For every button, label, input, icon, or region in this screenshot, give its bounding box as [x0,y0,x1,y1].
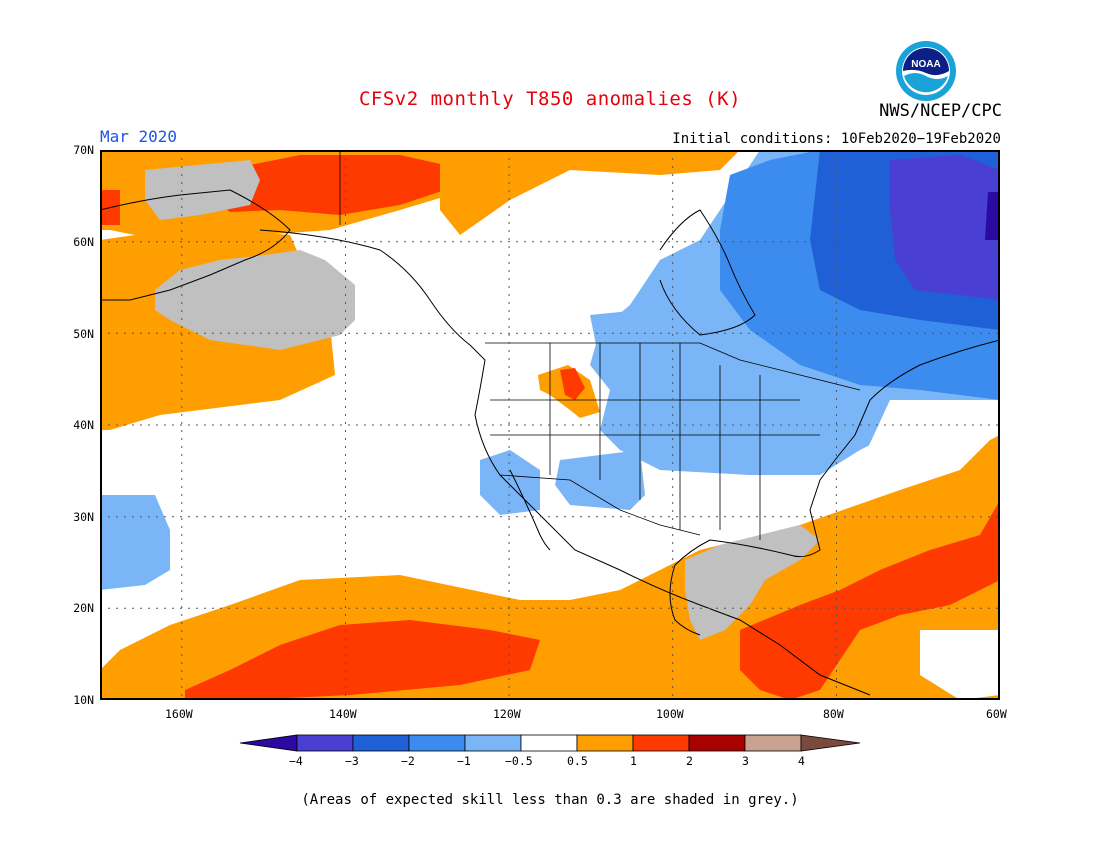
colorbar-label-m2: −2 [401,754,415,768]
lat-label-60n: 60N [73,235,94,249]
colorbar-label-3: 3 [742,754,749,768]
colorbar-label-4: 4 [798,754,805,768]
noaa-logo: NOAA [893,40,959,102]
colorbar-label-m05: −0.5 [505,754,533,768]
agency-label: NWS/NCEP/CPC [879,101,1002,121]
forecast-month: Mar 2020 [100,127,178,146]
initial-conditions: Initial conditions: 10Feb2020−19Feb2020 [672,131,1001,147]
anomaly-hawaii-lightblue [100,495,170,590]
colorbar-label-1: 1 [630,754,637,768]
lat-label-50n: 50N [73,327,94,341]
colorbar-bin-1 [296,734,354,752]
lat-label-40n: 40N [73,418,94,432]
anomaly-atlantic-white [920,630,1000,700]
colorbar-low-arrow [239,734,298,752]
colorbar-bin-9 [744,734,802,752]
anomaly-labrador-purple [890,155,1000,300]
coastlines [100,189,1000,696]
lon-label-120w: 120W [493,707,521,721]
lon-label-60w: 60W [986,707,1007,721]
lat-label-20n: 20N [73,601,94,615]
colorbar-bin-7 [632,734,690,752]
lon-label-100w: 100W [656,707,684,721]
anomaly-arctic-orange [440,150,740,235]
colorbar-label-m1: −1 [457,754,471,768]
anomaly-us-lightblue [590,310,830,475]
colorbar-bin-6 [576,734,634,752]
colorbar [238,734,862,752]
anomaly-map [100,150,1000,700]
anomaly-tropics-red [185,620,540,700]
coast-hudson [659,209,756,336]
coast-east [789,339,1000,558]
graticule [100,150,1000,700]
anomaly-alaska-red [200,155,445,215]
colorbar-high-arrow [800,734,861,752]
colorbar-bin-8 [688,734,746,752]
map-frame [100,150,1000,700]
coast-north-america [259,229,871,696]
colorbar-label-m4: −4 [289,754,303,768]
colorbar-bin-4 [464,734,522,752]
skill-footnote: (Areas of expected skill less than 0.3 a… [301,792,799,808]
anomaly-southwest-lightblue [480,450,540,515]
anomaly-atlantic-white-2 [860,400,1000,485]
coast-baja [509,469,551,551]
colorbar-bin-5 [520,734,578,752]
lon-label-140w: 140W [329,707,357,721]
noaa-logo-text: NOAA [911,59,940,70]
lat-label-70n: 70N [73,143,94,157]
colorbar-label-m3: −3 [345,754,359,768]
political-boundaries [339,150,861,540]
lat-label-30n: 30N [73,510,94,524]
anomaly-labrador-deep [985,192,1000,240]
lat-label-10n: 10N [73,693,94,707]
border-us-canada [485,342,861,391]
colorbar-label-05: 0.5 [567,754,588,768]
colorbar-bin-3 [408,734,466,752]
colorbar-label-2: 2 [686,754,693,768]
map-title: CFSv2 monthly T850 anomalies (K) [358,88,742,110]
anomaly-rockies-red [560,368,585,400]
colorbar-bin-2 [352,734,410,752]
anomaly-nepacific-grey [155,250,355,350]
anomaly-caribbean-red [740,500,1000,700]
border-us-mexico [499,474,701,536]
lon-label-80w: 80W [823,707,844,721]
coast-gulf [669,539,791,636]
anomaly-bering-grey [145,160,260,220]
coast-alaska [100,189,291,301]
lon-label-160w: 160W [165,707,193,721]
